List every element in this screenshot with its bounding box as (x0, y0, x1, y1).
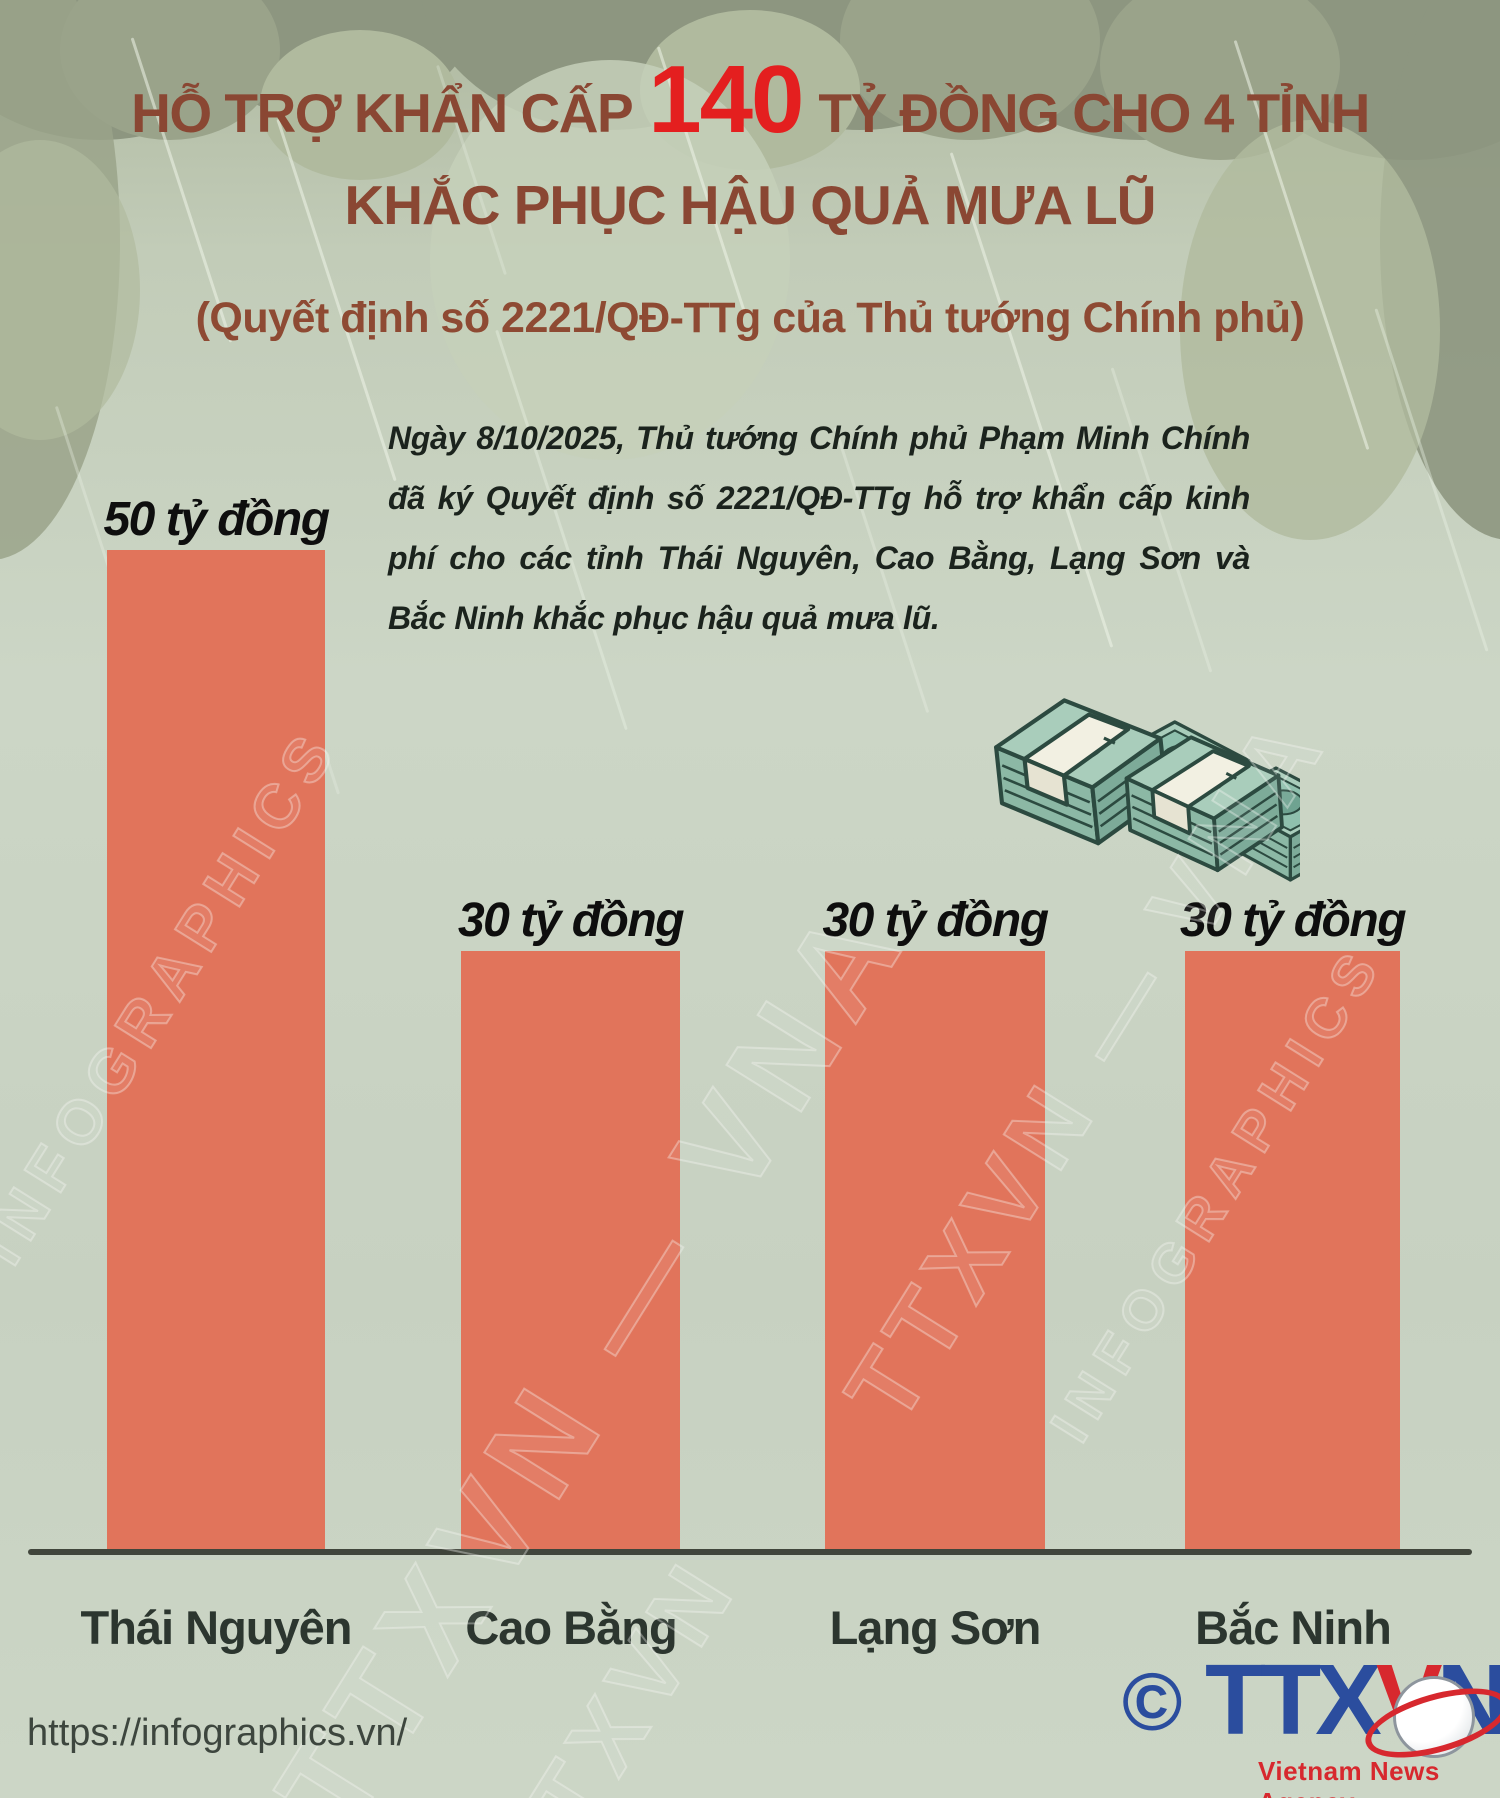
ttxvn-logo: TTXVN (1205, 1650, 1500, 1772)
bar-column: 30 tỷ đồng (822, 893, 1049, 1553)
bar-value-label: 30 tỷ đồng (457, 894, 685, 947)
bar (825, 951, 1045, 1553)
category-label: Thái Nguyên (80, 1601, 352, 1654)
bar-column: 30 tỷ đồng (1180, 893, 1407, 1553)
bar-value-label: 30 tỷ đồng (822, 894, 1049, 947)
cloud-shape (60, 0, 280, 140)
bar (107, 550, 325, 1553)
copyright-symbol: © (1122, 1657, 1183, 1748)
globe-icon (1393, 1676, 1475, 1758)
title-prefix: HỖ TRỢ KHẨN CẤP (131, 82, 634, 144)
category-label: Cao Bằng (465, 1601, 677, 1654)
cloud-shape (430, 60, 790, 460)
bar-value-label: 50 tỷ đồng (103, 493, 330, 546)
footer-url[interactable]: https://infographics.vn/ (27, 1712, 408, 1754)
bar (1185, 951, 1400, 1553)
category-label: Lạng Sơn (829, 1601, 1042, 1654)
cloud-shape (1180, 120, 1440, 540)
title-suffix: TỶ ĐỒNG CHO 4 TỈNH (818, 82, 1370, 144)
subtitle: (Quyết định số 2221/QĐ-TTg của Thủ tướng… (195, 294, 1305, 342)
bar-column: 30 tỷ đồng (457, 893, 685, 1553)
title-amount-highlight: 140 (648, 46, 804, 153)
cloud-shape (260, 30, 460, 180)
category-label: Bắc Ninh (1195, 1601, 1392, 1654)
bar-value-label: 30 tỷ đồng (1179, 894, 1407, 947)
title-line-2: KHẮC PHỤC HẬU QUẢ MƯA LŨ (344, 174, 1157, 236)
bar-column: 50 tỷ đồng (103, 492, 330, 1553)
logo-subtitle: Vietnam News Agency (1258, 1756, 1440, 1798)
logo-letters-ttx: TTX (1205, 1644, 1382, 1756)
title-line-1: HỖ TRỢ KHẨN CẤP 140 TỶ ĐỒNG CHO 4 TỈNH (0, 52, 1500, 148)
bar (461, 951, 680, 1553)
intro-paragraph: Ngày 8/10/2025, Thủ tướng Chính phủ Phạm… (388, 420, 1250, 637)
x-axis-line (28, 1549, 1472, 1555)
